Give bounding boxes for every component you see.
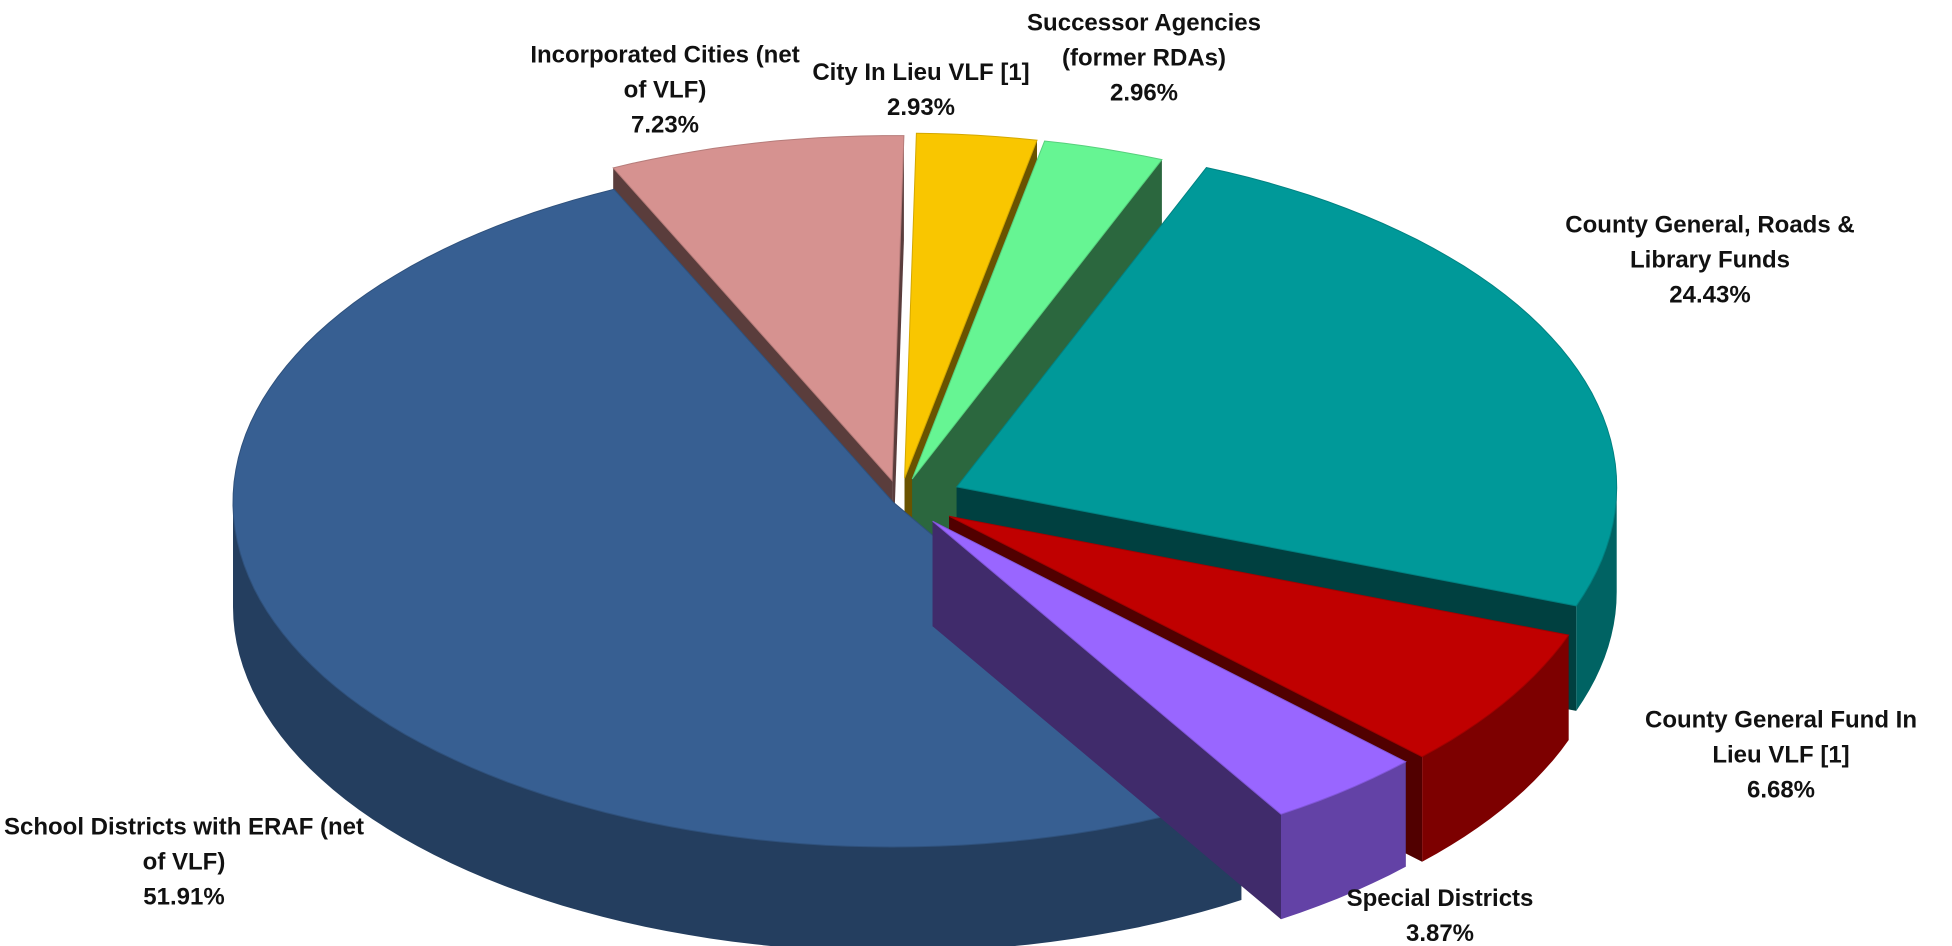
slice-side-face <box>932 521 1281 920</box>
slice-top <box>911 140 1163 480</box>
slice-label-name: Successor Agencies (former RDAs) <box>1027 9 1261 72</box>
slice-label-value: 7.23% <box>630 111 700 139</box>
slice-label-name: School Districts with ERAF (net of VLF) <box>3 813 365 876</box>
slice-label-value: 6.68% <box>1746 776 1816 804</box>
slice-label-value: 3.87% <box>1405 920 1475 946</box>
slice-label: Incorporated Cities (net of VLF) 7.23% <box>520 38 810 143</box>
slice <box>932 520 1407 920</box>
slice-top <box>932 520 1407 815</box>
slice-outer-wall <box>1281 761 1406 920</box>
slice-label-name: County General Fund In Lieu VLF [1] <box>1644 706 1917 769</box>
slice-top <box>955 167 1618 607</box>
slice-label-name: County General, Roads & Library Funds <box>1565 211 1855 274</box>
slice-top <box>612 135 905 482</box>
slice-top <box>948 515 1570 758</box>
slice-top <box>232 188 1243 848</box>
slice-outer-wall <box>1422 635 1569 862</box>
slice-side-face <box>892 135 904 586</box>
slice-label-value: 24.43% <box>1669 281 1751 309</box>
slice-label: School Districts with ERAF (net of VLF) 5… <box>0 810 368 915</box>
slice-label: Special Districts 3.87% <box>1290 881 1590 946</box>
slice-label-name: Incorporated Cities (net of VLF) <box>530 41 800 104</box>
slice-label: County General, Roads & Library Funds 24.… <box>1535 208 1885 313</box>
slice-top <box>904 132 1038 479</box>
slice-label: City In Lieu VLF [1] 2.93% <box>771 55 1071 125</box>
slice-outer-wall <box>233 502 1242 946</box>
slice-label: Successor Agencies (former RDAs) 2.96% <box>1009 6 1279 111</box>
slice-outer-wall <box>1576 486 1617 711</box>
slice-label-value: 2.93% <box>886 94 956 121</box>
slice-label-value: 51.91% <box>143 883 225 911</box>
slice-label: County General Fund In Lieu VLF [1] 6.68% <box>1621 703 1941 808</box>
slice-label-name: City In Lieu VLF [1] <box>812 59 1030 86</box>
slice-label-value: 2.96% <box>1109 79 1179 107</box>
slice-label-name: Special Districts <box>1346 885 1534 912</box>
